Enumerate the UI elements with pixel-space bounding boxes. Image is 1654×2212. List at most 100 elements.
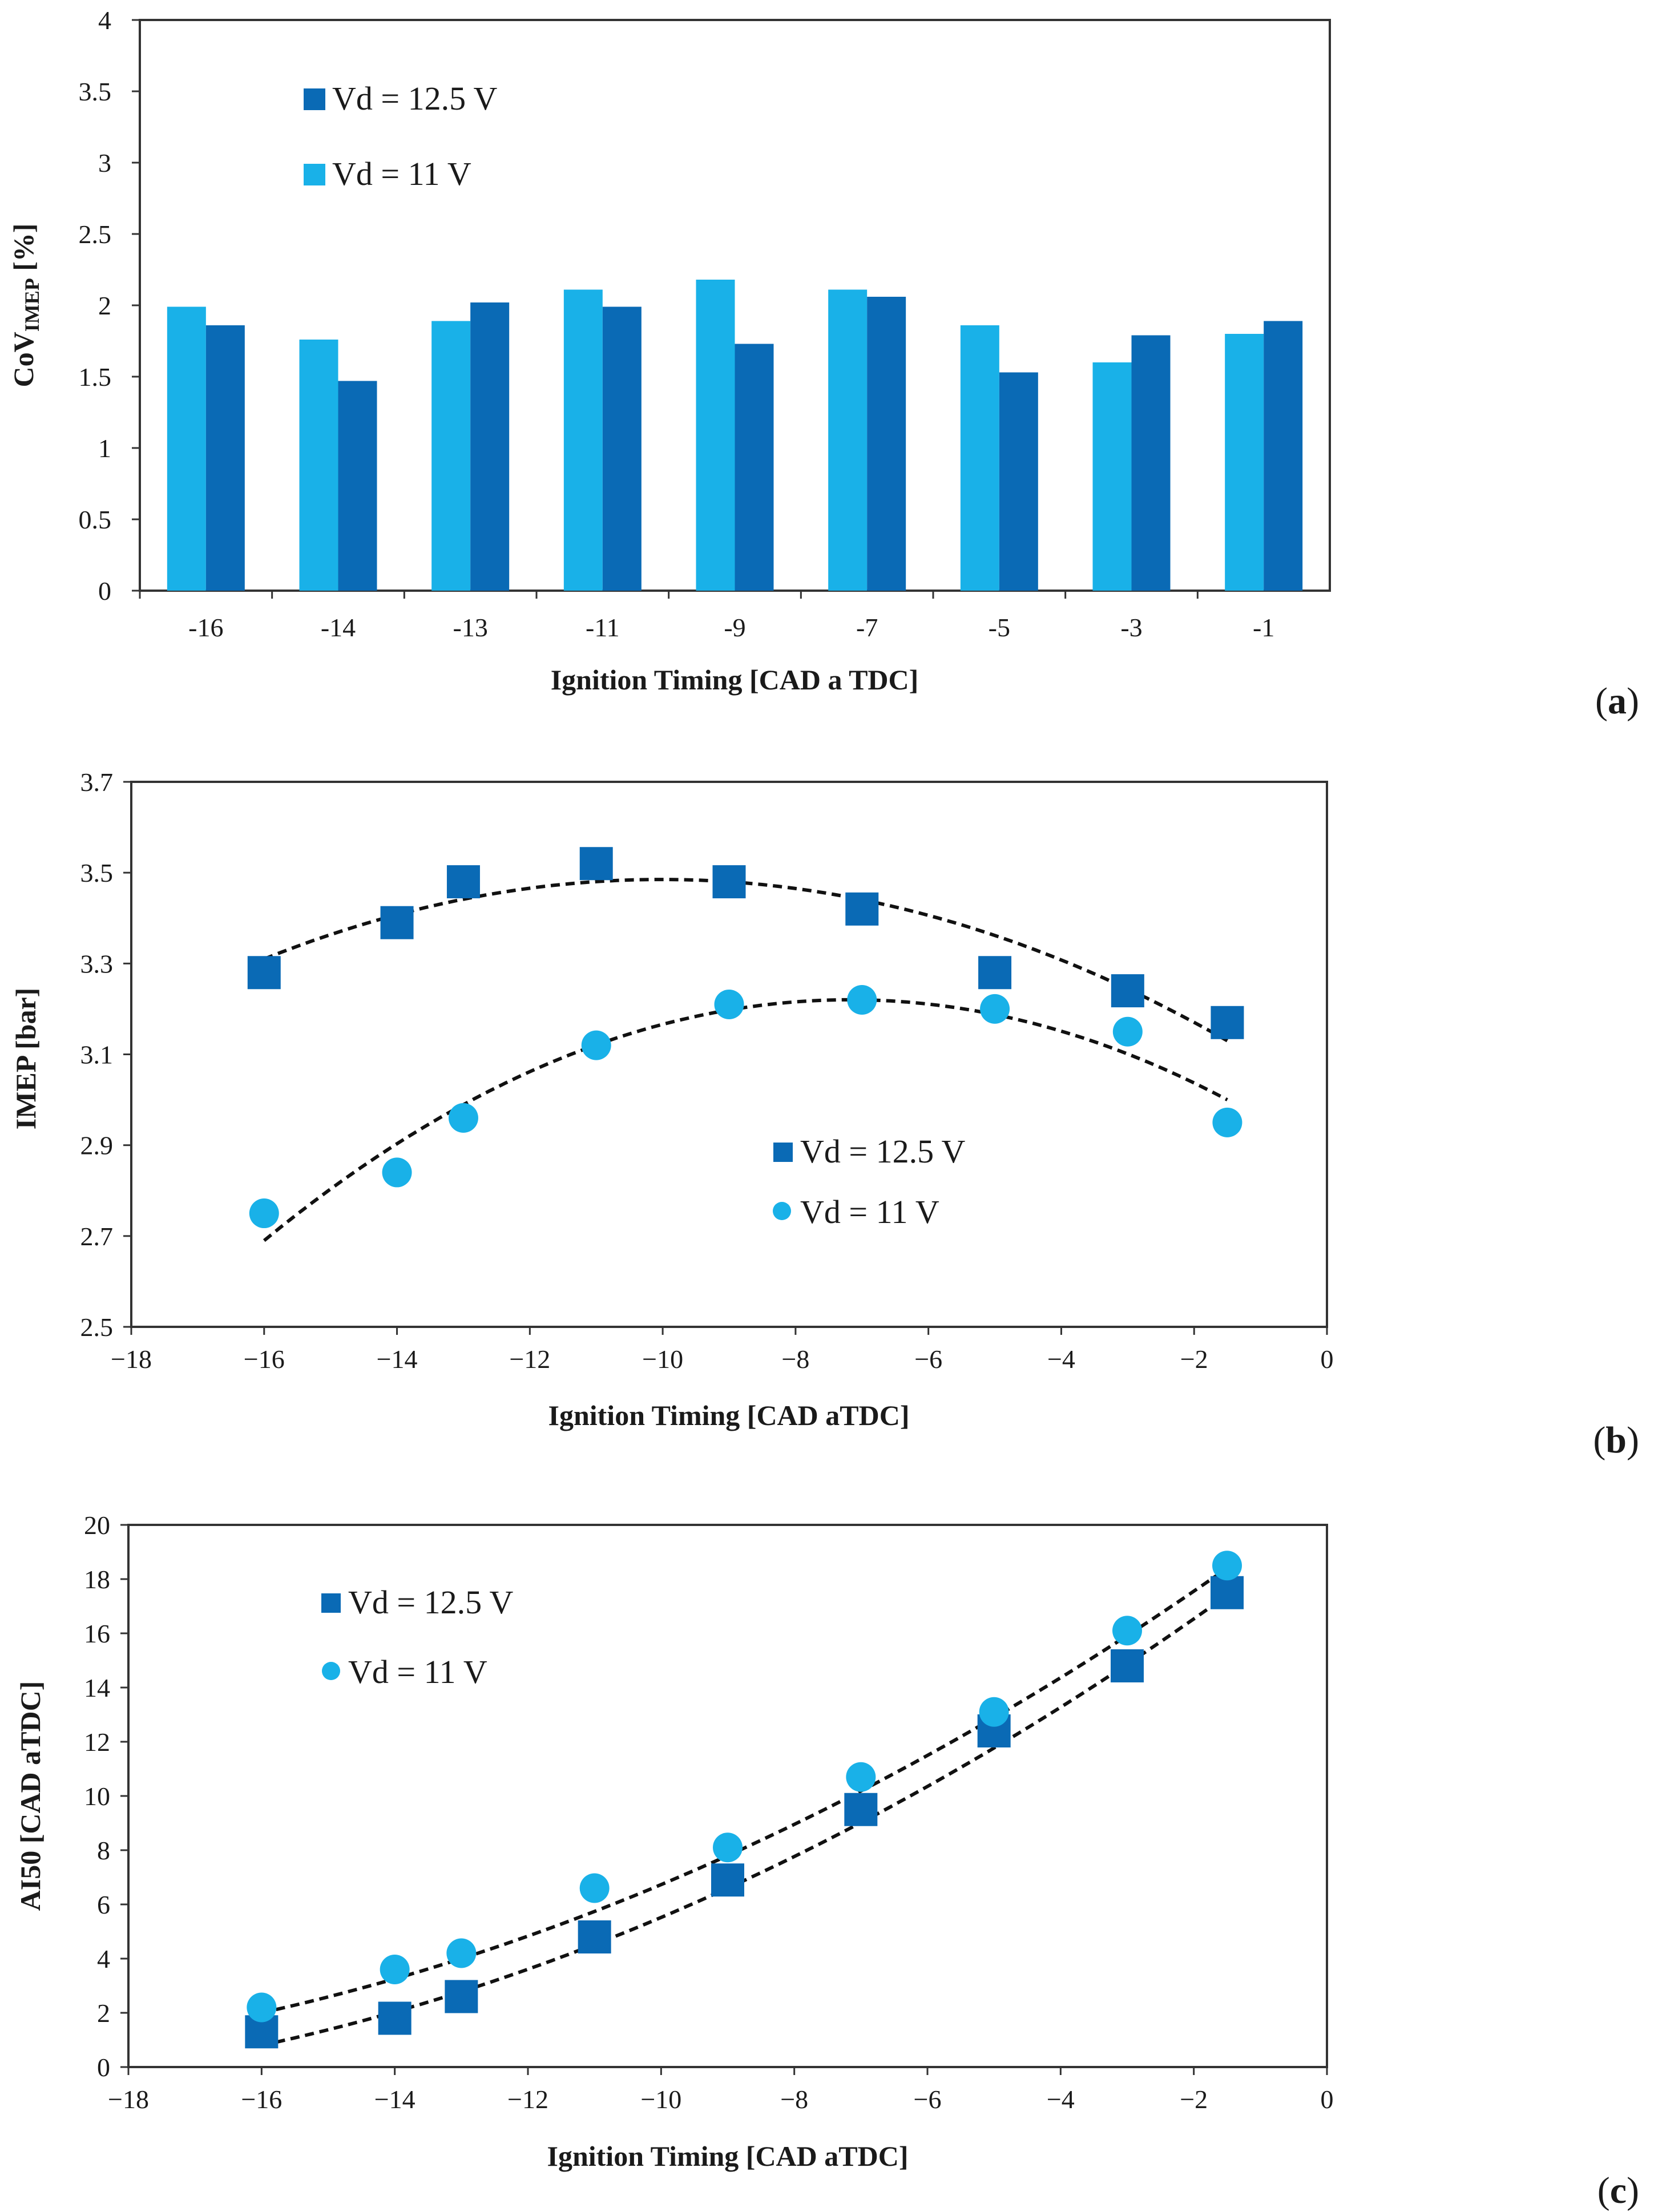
- chart-c-y-tick-label: 14: [84, 1673, 110, 1702]
- chart-b-point-vd11: [581, 1030, 611, 1060]
- chart-a-bar-vd11: [696, 280, 735, 591]
- chart-b-x-tick-label: −12: [509, 1345, 550, 1374]
- chart-c-legend-swatch-vd11: [322, 1662, 340, 1680]
- chart-c-point-vd125: [578, 1920, 611, 1953]
- chart-b-point-vd11: [1112, 1016, 1143, 1047]
- panel-a-tag-close: ): [1627, 680, 1639, 722]
- chart-c-x-tick-label: −14: [374, 2085, 415, 2114]
- chart-b-legend-swatch-vd125: [773, 1143, 793, 1162]
- chart-c-trendline-vd11: [261, 1567, 1228, 2015]
- chart-b-point-vd125: [978, 956, 1012, 990]
- chart-a-x-tick-label: -1: [1253, 613, 1274, 642]
- chart-a-x-tick-label: -11: [586, 613, 620, 642]
- chart-b-point-vd125: [1211, 1006, 1244, 1039]
- chart-a-bar-vd11: [1092, 362, 1132, 591]
- panel-b-tag-open: (: [1593, 1419, 1605, 1461]
- chart-c-trendline-vd125: [261, 1594, 1228, 2047]
- chart-a-bar-vd11: [167, 306, 206, 591]
- chart-b-y-tick-label: 2.7: [80, 1222, 114, 1251]
- chart-c-x-tick-label: −18: [108, 2085, 149, 2114]
- chart-a-x-tick-label: -3: [1120, 613, 1142, 642]
- chart-a-legend-label-vd125: Vd = 12.5 V: [332, 80, 498, 117]
- chart-c-legend-label-vd125: Vd = 12.5 V: [348, 1584, 514, 1621]
- chart-c-x-tick-label: −2: [1180, 2085, 1208, 2114]
- chart-c-x-tick-label: −8: [780, 2085, 808, 2114]
- chart-b-point-vd11: [980, 994, 1010, 1024]
- chart-a-bar-vd125: [867, 297, 906, 591]
- panel-c-tag-close: ): [1627, 2170, 1639, 2211]
- chart-a-bar-vd11: [1225, 334, 1264, 591]
- chart-c-y-tick-label: 0: [97, 2053, 110, 2082]
- chart-b-x-tick-label: −14: [377, 1345, 418, 1374]
- chart-c-x-tick-label: −4: [1047, 2085, 1075, 2114]
- chart-b-x-axis-label: Ignition Timing [CAD aTDC]: [548, 1399, 910, 1431]
- chart-b-point-vd125: [380, 906, 414, 939]
- chart-a-y-tick-label: 1.5: [79, 362, 112, 391]
- chart-c-point-vd11: [380, 1955, 410, 1984]
- chart-a-y-tick-label: 0.5: [79, 505, 112, 534]
- chart-b-y-axis-label: IMEP [bar]: [10, 988, 42, 1130]
- chart-b-y-tick-label: 3.7: [80, 768, 114, 797]
- chart-b-imep: 2.5 2.7 2.9 3.1 3.3 3.5 3.7 −18 −16 −14 −12 −10 −8 −…: [10, 768, 1639, 1461]
- chart-a-x-tick-label: -7: [856, 613, 878, 642]
- chart-c-x-tick-label: −16: [241, 2085, 282, 2114]
- chart-c-point-vd125: [378, 2001, 412, 2035]
- chart-b-x-tick-label: −2: [1180, 1345, 1208, 1374]
- chart-a-y-axis-label-main: CoV: [7, 332, 39, 387]
- chart-b-x-tick-label: −6: [914, 1345, 942, 1374]
- chart-c-point-vd125: [1111, 1649, 1144, 1682]
- chart-a-y-tick-label: 4: [98, 6, 111, 35]
- chart-a-y-axis-label-unit: [%]: [7, 223, 39, 278]
- chart-a-y-tick-label: 2: [98, 291, 111, 320]
- chart-b-point-vd125: [446, 865, 480, 899]
- chart-b-legend-label-vd11: Vd = 11 V: [800, 1193, 939, 1230]
- chart-a-legend-label-vd11: Vd = 11 V: [332, 155, 471, 192]
- chart-b-point-vd125: [845, 892, 879, 926]
- chart-b-x-tick-label: −4: [1047, 1345, 1075, 1374]
- chart-b-y-tick-label: 3.5: [80, 858, 114, 887]
- chart-a-legend: Vd = 12.5 V Vd = 11 V: [304, 80, 498, 192]
- chart-c-y-tick-label: 4: [97, 1944, 110, 1973]
- chart-c-point-vd125: [1211, 1576, 1244, 1609]
- chart-a-x-tick-label: -5: [989, 613, 1010, 642]
- chart-b-legend-label-vd125: Vd = 12.5 V: [800, 1133, 966, 1170]
- chart-a-legend-swatch-vd11: [304, 164, 325, 185]
- chart-a-bar-vd125: [602, 306, 642, 591]
- chart-b-plot-frame: [130, 781, 1328, 1328]
- chart-a-y-tick-label: 2.5: [79, 220, 112, 249]
- chart-c-point-vd11: [247, 1992, 277, 2023]
- chart-c-legend: Vd = 12.5 V Vd = 11 V: [321, 1584, 514, 1690]
- panel-a-tag: (a): [1595, 680, 1639, 722]
- chart-c-x-tick-label: 0: [1321, 2085, 1334, 2114]
- chart-b-legend-swatch-vd11: [773, 1202, 791, 1220]
- chart-b-y-tick-label: 2.9: [80, 1131, 114, 1160]
- chart-c-plot-frame: [127, 1524, 1328, 2068]
- chart-c-y-tick-label: 6: [97, 1890, 110, 1919]
- chart-a-bar-vd125: [735, 344, 774, 591]
- chart-c-point-vd125: [844, 1793, 878, 1826]
- chart-a-bar-vd125: [205, 325, 245, 591]
- chart-b-point-vd11: [1212, 1107, 1242, 1137]
- chart-c-y-tick-label: 16: [84, 1619, 110, 1648]
- chart-c-point-vd11: [1212, 1551, 1242, 1581]
- chart-c-point-vd11: [979, 1697, 1009, 1727]
- chart-a-bar-vd11: [563, 289, 603, 591]
- chart-b-x-tick-label: −8: [781, 1345, 809, 1374]
- panel-b-tag-close: ): [1627, 1419, 1639, 1461]
- chart-a-y-tick-label: 3: [98, 148, 111, 177]
- chart-a-y-axis-label: CoVIMEP [%]: [7, 223, 43, 387]
- chart-b-point-vd11: [448, 1103, 478, 1133]
- chart-a-y-tick-label: 1: [98, 434, 111, 463]
- chart-a-bar-vd125: [470, 302, 510, 591]
- chart-a-x-axis-label: Ignition Timing [CAD a TDC]: [551, 664, 919, 696]
- chart-a-bar-vd11: [960, 325, 999, 591]
- chart-a-bar-vd11: [431, 321, 471, 591]
- chart-a-x-tick-label: -9: [724, 613, 745, 642]
- panel-a-tag-letter: a: [1608, 680, 1627, 722]
- chart-a-y-axis-label-sub: IMEP: [21, 278, 43, 332]
- chart-a-bar-vd125: [1264, 321, 1303, 591]
- chart-b-point-vd125: [579, 847, 613, 881]
- chart-c-ai50: 0 2 4 6 8 10 12 14 16 18 20 −18 −16 −14 −12 −10 −8 −6 −4 −…: [14, 1511, 1639, 2211]
- chart-c-point-vd11: [446, 1938, 477, 1968]
